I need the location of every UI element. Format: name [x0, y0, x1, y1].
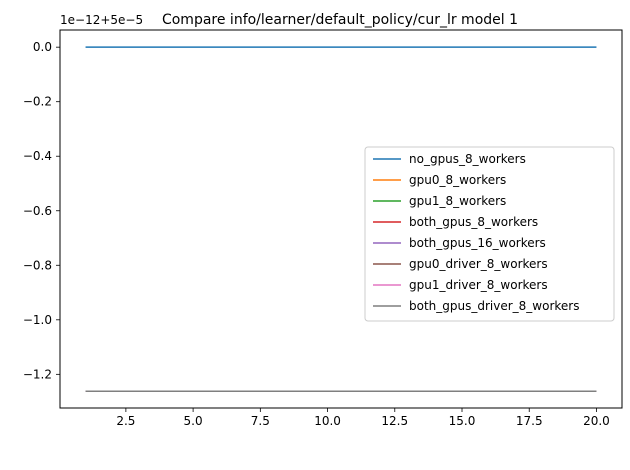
y-axis: 0.0 −0.2 −0.4 −0.6 −0.8 −1.0 −1.2 [23, 40, 60, 381]
x-tick-label-0: 2.5 [116, 414, 135, 428]
x-tick-label-4: 12.5 [381, 414, 408, 428]
x-tick-label-2: 7.5 [251, 414, 270, 428]
legend-label-3: both_gpus_8_workers [409, 215, 538, 229]
y-tick-label-4: −0.8 [23, 258, 52, 272]
x-axis: 2.5 5.0 7.5 10.0 12.5 15.0 17.5 20.0 [116, 408, 610, 428]
x-tick-label-7: 20.0 [583, 414, 610, 428]
y-tick-label-3: −0.6 [23, 204, 52, 218]
y-tick-label-6: −1.2 [23, 367, 52, 381]
y-tick-label-2: −0.4 [23, 149, 52, 163]
series-layer [85, 46, 597, 392]
legend-label-2: gpu1_8_workers [409, 194, 506, 208]
legend-label-1: gpu0_8_workers [409, 173, 506, 187]
x-tick-label-6: 17.5 [516, 414, 543, 428]
y-tick-label-1: −0.2 [23, 95, 52, 109]
y-offset-label: 1e−12+5e−5 [60, 13, 143, 27]
y-tick-label-0: 0.0 [33, 40, 52, 54]
legend-label-6: gpu1_driver_8_workers [409, 278, 548, 292]
x-tick-label-5: 15.0 [449, 414, 476, 428]
y-tick-label-5: −1.0 [23, 313, 52, 327]
legend-label-0: no_gpus_8_workers [409, 152, 526, 166]
legend-label-7: both_gpus_driver_8_workers [409, 299, 579, 313]
legend-label-5: gpu0_driver_8_workers [409, 257, 548, 271]
legend: no_gpus_8_workers gpu0_8_workers gpu1_8_wo… [364, 146, 615, 322]
plot-frame [59, 29, 623, 409]
chart-title: Compare info/learner/default_policy/cur_… [162, 12, 518, 28]
x-tick-label-1: 5.0 [184, 414, 203, 428]
x-tick-label-3: 10.0 [314, 414, 341, 428]
legend-box [364, 146, 615, 322]
legend-label-4: both_gpus_16_workers [409, 236, 546, 250]
